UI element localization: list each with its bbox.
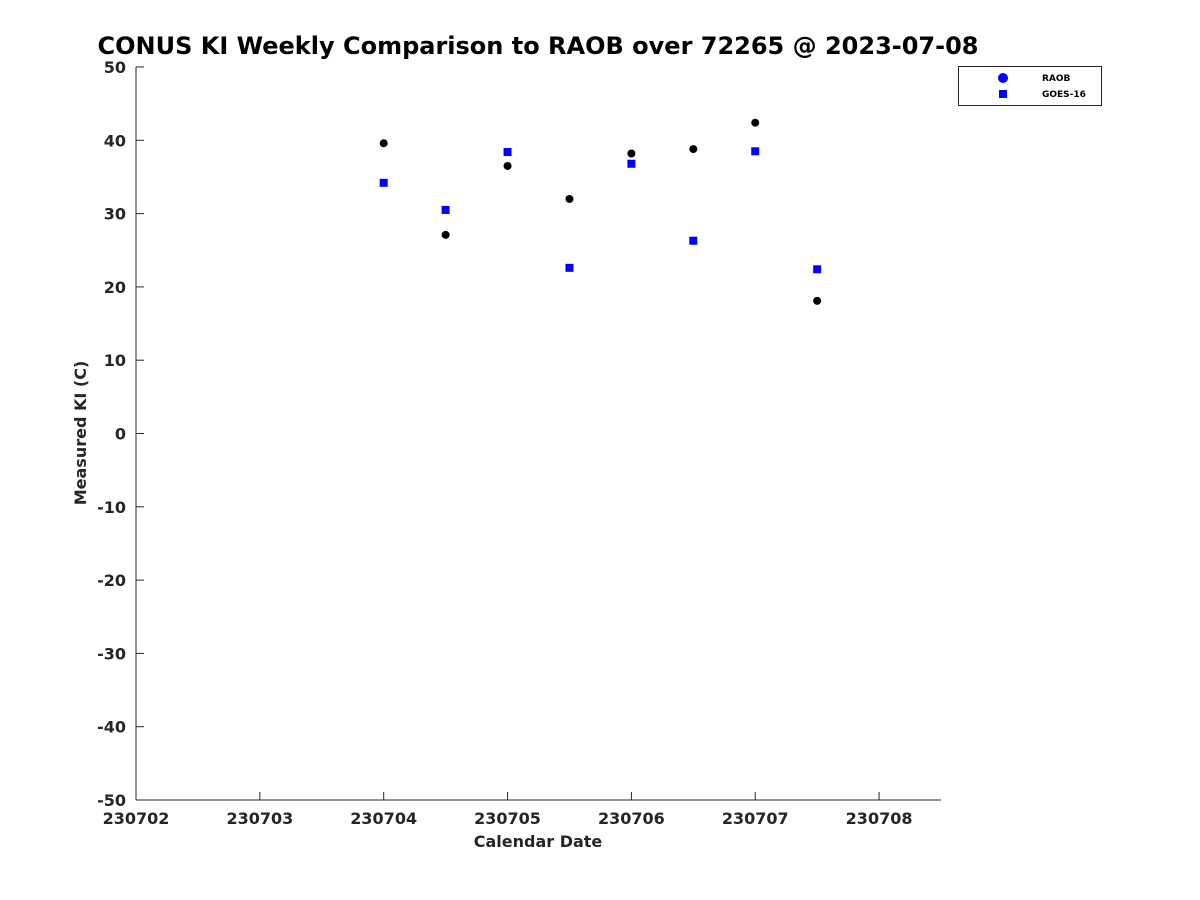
legend-label: RAOB [1042, 74, 1071, 84]
raob-point [503, 161, 512, 170]
raob-point [379, 139, 388, 148]
x-tick-label: 230708 [846, 809, 913, 828]
raob-point [565, 194, 574, 203]
y-tick-label: -20 [97, 571, 126, 590]
axes [135, 67, 941, 801]
y-tick-label: -10 [97, 498, 126, 517]
y-tick-label: 50 [104, 58, 126, 77]
x-tick-label: 230703 [226, 809, 293, 828]
x-tick-label: 230707 [722, 809, 789, 828]
goes-16-point [689, 236, 698, 245]
raob-point [751, 118, 760, 127]
y-tick-label: -50 [97, 791, 126, 810]
goes-16-point [565, 263, 574, 272]
goes-16-point [503, 148, 512, 157]
legend: RAOB GOES-16 [958, 66, 1102, 106]
y-tick-label: 0 [115, 425, 126, 444]
x-tick-label: 230705 [474, 809, 541, 828]
legend-label: GOES-16 [1042, 90, 1086, 100]
raob-point [441, 230, 450, 239]
legend-marker-square [999, 90, 1007, 98]
legend-box [958, 66, 1102, 106]
y-tick-label: 30 [104, 205, 126, 224]
x-axis-label: Calendar Date [474, 832, 603, 851]
legend-marker-circle [998, 73, 1008, 83]
series-raob [379, 118, 822, 305]
x-tick-label: 230704 [350, 809, 417, 828]
goes-16-point [813, 265, 822, 274]
goes-16-point [379, 178, 388, 187]
y-tick-label: 20 [104, 278, 126, 297]
y-tick-label: -40 [97, 718, 126, 737]
goes-16-point [751, 147, 760, 156]
chart-title: CONUS KI Weekly Comparison to RAOB over … [98, 32, 979, 60]
goes-16-point [627, 159, 636, 168]
x-tick-label: 230706 [598, 809, 665, 828]
y-tick-label: 10 [104, 351, 126, 370]
raob-point [813, 296, 822, 305]
y-axis-label: Measured KI (C) [71, 361, 90, 506]
goes-16-point [441, 205, 450, 214]
raob-point [627, 149, 636, 158]
raob-point [689, 145, 698, 154]
y-tick-label: -30 [97, 644, 126, 663]
x-tick-label: 230702 [103, 809, 170, 828]
y-tick-label: 40 [104, 131, 126, 150]
data-points [379, 118, 822, 305]
series-goes-16 [379, 147, 822, 274]
